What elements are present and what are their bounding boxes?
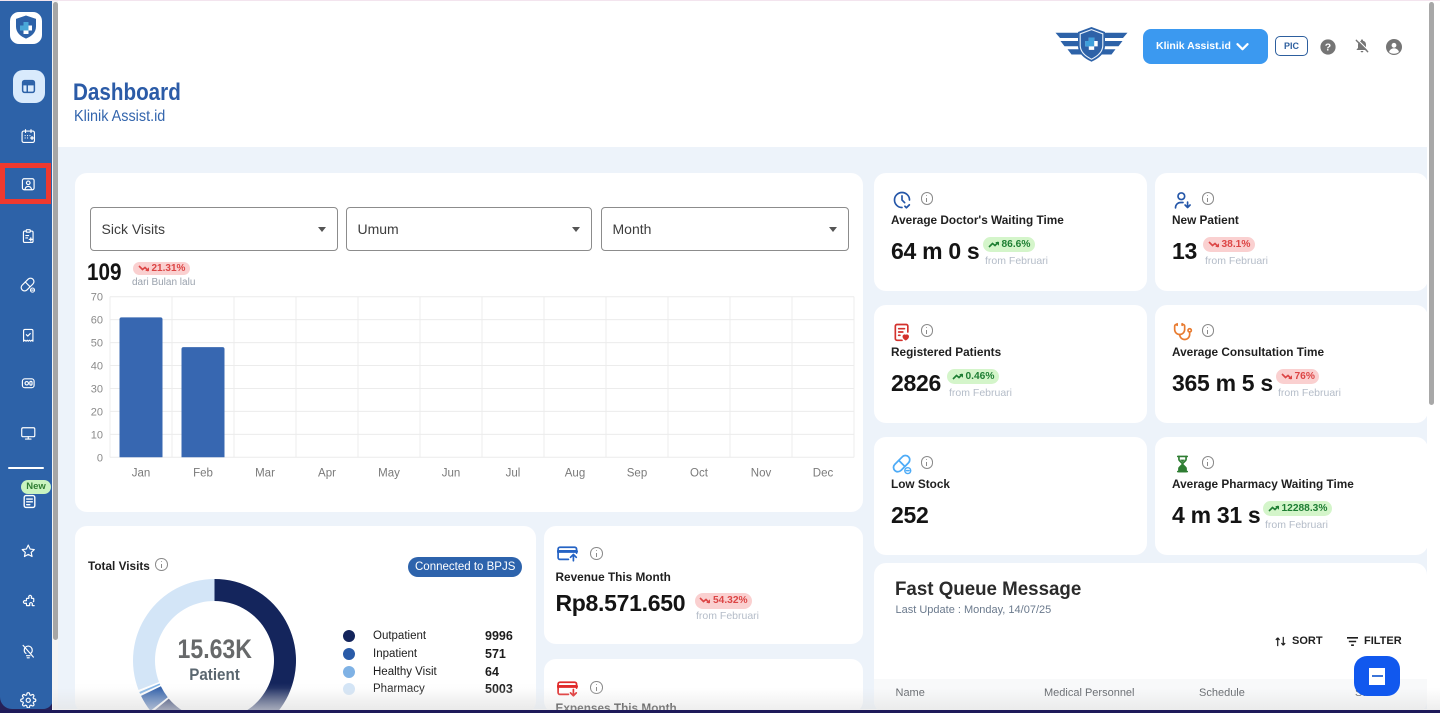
svg-text:Apr: Apr	[318, 467, 336, 479]
svg-text:30: 30	[91, 383, 103, 395]
svg-text:40: 40	[91, 361, 103, 373]
svg-text:Feb: Feb	[193, 467, 213, 479]
svg-text:Sep: Sep	[627, 467, 647, 479]
svg-text:May: May	[378, 467, 400, 479]
svg-text:?: ?	[1324, 41, 1330, 53]
svg-text:70: 70	[91, 292, 103, 304]
svg-text:Nov: Nov	[751, 467, 772, 479]
svg-text:Oct: Oct	[690, 467, 709, 479]
svg-text:Jun: Jun	[442, 467, 461, 479]
svg-text:60: 60	[91, 315, 103, 327]
svg-text:Mar: Mar	[255, 467, 275, 479]
svg-text:10: 10	[91, 429, 103, 441]
svg-text:Jul: Jul	[506, 467, 521, 479]
svg-text:20: 20	[91, 406, 103, 418]
svg-text:50: 50	[91, 338, 103, 350]
svg-text:Dec: Dec	[813, 467, 834, 479]
svg-text:Aug: Aug	[565, 467, 585, 479]
svg-text:Jan: Jan	[132, 467, 151, 479]
svg-text:0: 0	[97, 452, 103, 464]
